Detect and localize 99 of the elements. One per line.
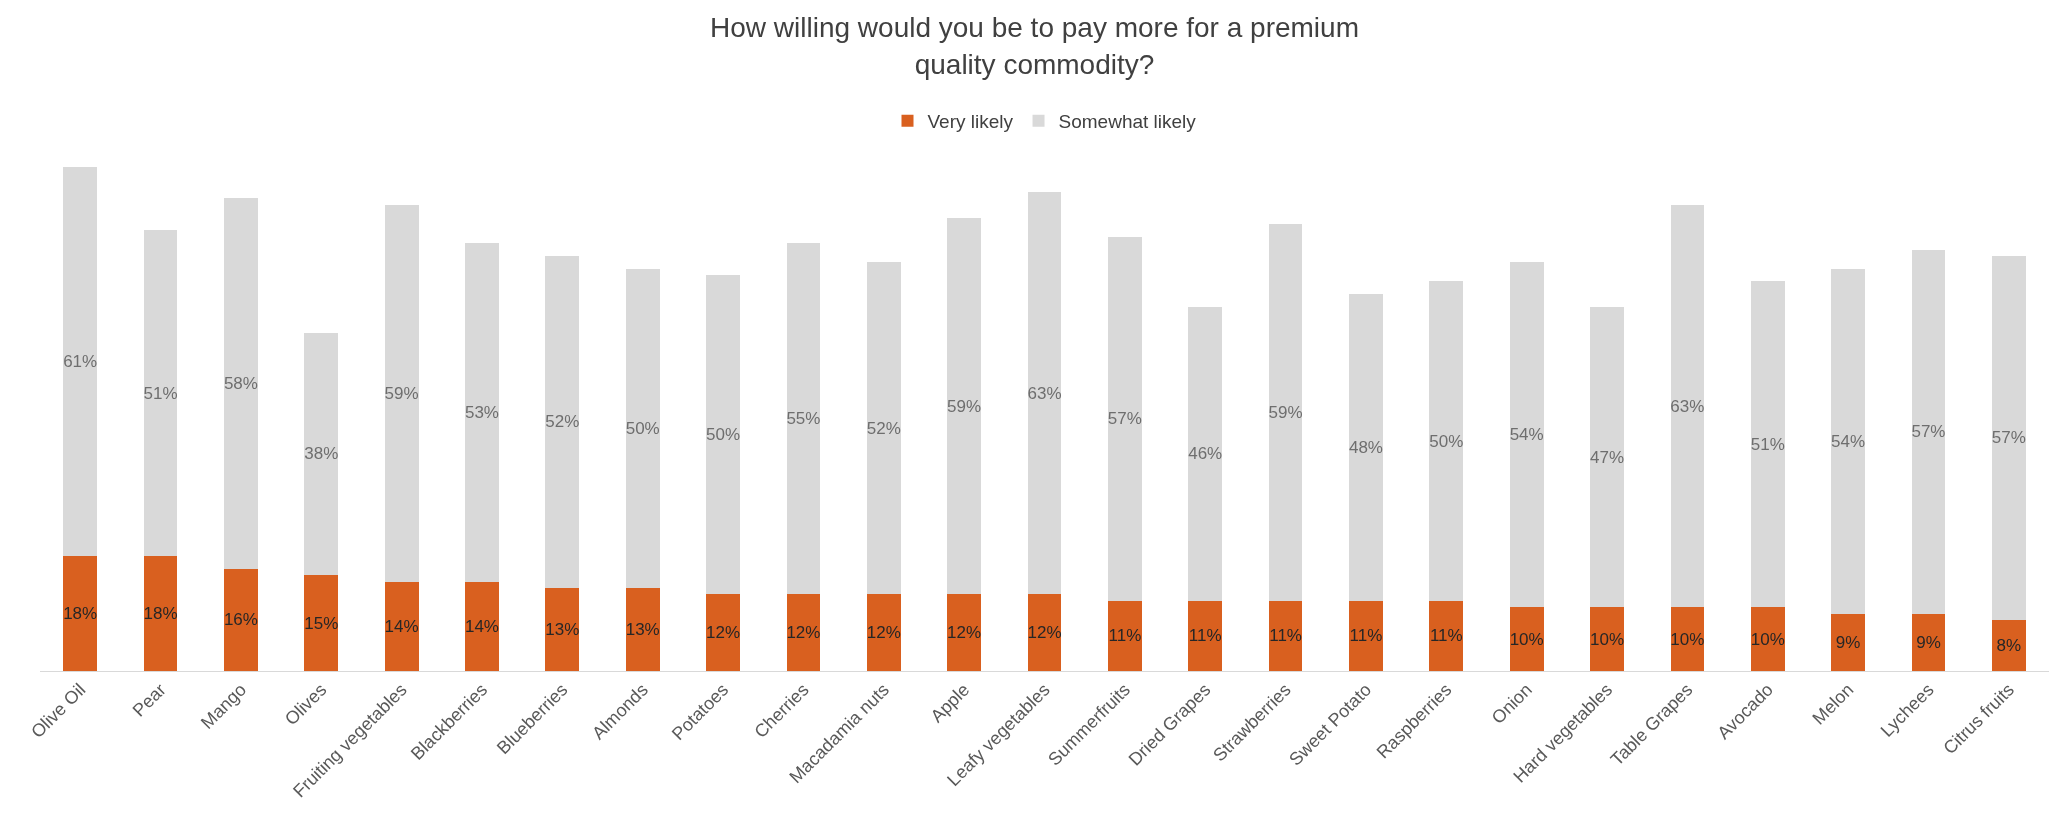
- data-label: 11%: [1429, 626, 1463, 646]
- data-label: 50%: [1429, 431, 1464, 451]
- data-label: 46%: [1188, 444, 1223, 464]
- data-label: 54%: [1831, 431, 1866, 451]
- data-label: 38%: [304, 444, 339, 464]
- bar: [625, 268, 660, 588]
- data-label: 18%: [63, 604, 98, 624]
- bar: [465, 243, 499, 582]
- data-label: 9%: [1835, 632, 1861, 652]
- data-label: 14%: [464, 616, 499, 636]
- data-label: 59%: [947, 396, 982, 416]
- bar: [1670, 204, 1705, 608]
- data-label: 10%: [1509, 629, 1544, 649]
- data-label: 10%: [1590, 629, 1625, 649]
- data-label: 11%: [1188, 626, 1222, 646]
- data-label: 57%: [1991, 428, 2026, 448]
- data-label: 16%: [223, 610, 258, 630]
- data-label: 53%: [464, 402, 499, 422]
- bar: [1107, 600, 1142, 671]
- bar: [866, 594, 901, 671]
- data-label: 63%: [1027, 383, 1062, 403]
- data-label: 52%: [545, 412, 580, 432]
- legend-label: Very likely: [927, 111, 1014, 133]
- data-label: 12%: [706, 623, 741, 643]
- data-label: 51%: [143, 383, 178, 403]
- data-label: 12%: [786, 623, 821, 643]
- bar: [1429, 281, 1464, 601]
- bar: [1991, 255, 2026, 620]
- data-label: 55%: [786, 409, 821, 429]
- data-label: 51%: [1750, 434, 1785, 454]
- bar: [1429, 600, 1464, 671]
- data-label: 63%: [1670, 396, 1705, 416]
- data-label: 9%: [1916, 632, 1941, 652]
- data-label: 52%: [866, 418, 901, 438]
- bar: [866, 262, 901, 595]
- data-label: 11%: [1108, 626, 1142, 646]
- bar: [304, 575, 339, 671]
- bar: [384, 204, 419, 582]
- data-label: 12%: [1027, 623, 1062, 643]
- bar: [545, 587, 580, 671]
- bar: [786, 243, 821, 595]
- bar: [706, 275, 740, 595]
- legend-label: Somewhat likely: [1058, 111, 1197, 133]
- bar: [1027, 594, 1062, 671]
- bar: [1188, 307, 1223, 601]
- bar: [1831, 268, 1865, 614]
- bar: [1107, 236, 1142, 601]
- data-label: 57%: [1911, 422, 1946, 442]
- bar: [224, 198, 258, 569]
- bar: [224, 568, 258, 671]
- chart-title: How willing would you be to pay more for a premium quality commodity?: [710, 12, 1359, 80]
- bar: [1831, 613, 1865, 671]
- data-label: 48%: [1348, 438, 1383, 458]
- bar: [1590, 307, 1624, 608]
- bar: [1991, 619, 2026, 671]
- data-label: 15%: [304, 613, 339, 633]
- data-label: 59%: [1268, 402, 1303, 422]
- bar: [143, 230, 178, 557]
- data-label: 50%: [706, 425, 741, 445]
- data-label: 13%: [545, 619, 580, 639]
- bar: [947, 594, 982, 671]
- data-label: 50%: [625, 418, 660, 438]
- data-label: 11%: [1349, 626, 1383, 646]
- bar: [947, 217, 982, 595]
- bar: [465, 581, 499, 671]
- bar: [545, 255, 580, 588]
- data-label: 47%: [1590, 447, 1625, 467]
- data-label: 18%: [143, 604, 178, 624]
- data-label: 57%: [1107, 409, 1142, 429]
- data-label: 14%: [384, 616, 419, 636]
- data-label: 10%: [1670, 629, 1705, 649]
- bar: [1027, 192, 1062, 595]
- data-label: 58%: [223, 374, 258, 394]
- bar: [63, 166, 98, 557]
- bar: [63, 556, 98, 671]
- data-label: 10%: [1750, 629, 1785, 649]
- data-label: 54%: [1509, 425, 1544, 445]
- data-label: 8%: [1996, 635, 2022, 655]
- bar: [304, 332, 339, 576]
- bar: [384, 581, 419, 671]
- bar: [625, 587, 660, 671]
- bar: [1509, 607, 1544, 671]
- data-label: 11%: [1269, 626, 1302, 646]
- bar: [706, 594, 740, 671]
- data-label: 12%: [866, 623, 901, 643]
- data-label: 13%: [625, 619, 660, 639]
- bar: [1911, 249, 1946, 614]
- data-label: 59%: [384, 383, 419, 403]
- data-label: 61%: [63, 351, 98, 371]
- bar: [1590, 607, 1624, 671]
- bar: [1268, 224, 1303, 601]
- bar: [1509, 262, 1544, 608]
- bar: [1188, 600, 1223, 671]
- bar: [1349, 294, 1383, 601]
- data-label: 12%: [947, 623, 982, 643]
- bar: [143, 556, 178, 671]
- bar: [1750, 607, 1785, 671]
- bar: [1750, 281, 1785, 608]
- bar: [1349, 600, 1383, 671]
